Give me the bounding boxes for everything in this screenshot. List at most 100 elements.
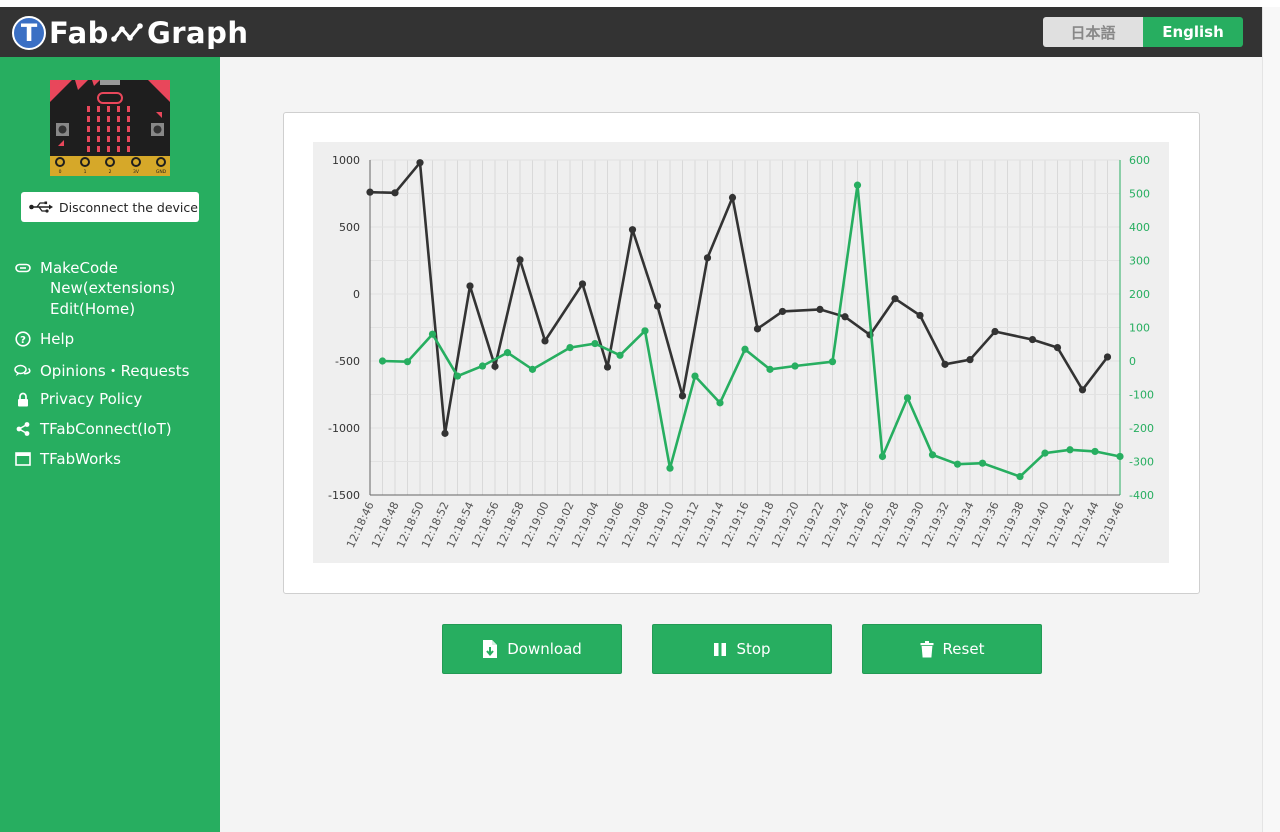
language-japanese-button[interactable]: 日本語 (1043, 17, 1143, 47)
y-left-tick-label: 1000 (332, 154, 360, 167)
series-point-right (691, 372, 699, 380)
y-left-tick-label: -1000 (328, 422, 360, 435)
disconnect-device-button[interactable]: Disconnect the device (21, 192, 199, 222)
series-point-left (516, 256, 524, 264)
series-point-right (566, 344, 574, 352)
series-point-right (666, 464, 674, 472)
series-point-left (1053, 344, 1062, 352)
series-point-left (816, 305, 824, 314)
nav-privacy-policy[interactable]: Privacy Policy (14, 390, 142, 408)
series-point-left (391, 189, 399, 197)
series-point-right (928, 451, 937, 459)
series-point-left (703, 254, 712, 262)
logo-t-badge: T (12, 16, 46, 50)
series-point-right (828, 358, 837, 366)
language-english-button[interactable]: English (1143, 17, 1243, 47)
series-point-right (978, 459, 987, 467)
usb-icon (29, 201, 53, 213)
y-left-tick-label: 0 (353, 288, 360, 301)
nav-makecode-edit[interactable]: Edit(Home) (50, 300, 136, 318)
series-point-right (878, 452, 887, 461)
nav-help[interactable]: ? Help (14, 330, 74, 348)
y-right-tick-label: -400 (1129, 489, 1154, 502)
y-right-tick-label: -300 (1129, 456, 1154, 469)
series-point-left (1103, 353, 1112, 361)
series-point-left (991, 327, 999, 336)
nav-makecode[interactable]: MakeCode (14, 259, 118, 277)
y-left-tick-label: 500 (339, 221, 360, 234)
series-point-right (766, 365, 774, 373)
nav-tfabconnect[interactable]: TFabConnect(IoT) (14, 420, 172, 438)
microbit-pin-label: 2 (109, 169, 112, 175)
series-point-right (453, 372, 462, 380)
series-point-right (591, 339, 599, 348)
download-button[interactable]: Download (442, 624, 622, 674)
file-download-icon (482, 639, 498, 659)
series-point-left (916, 311, 924, 320)
series-point-right (616, 351, 624, 359)
series-point-right (528, 365, 537, 373)
series-point-left (441, 429, 449, 437)
series-point-left (778, 307, 787, 316)
nav-tfabworks[interactable]: TFabWorks (14, 450, 121, 468)
series-point-left (628, 226, 637, 234)
reset-button[interactable]: Reset (862, 624, 1042, 674)
svg-text:?: ? (20, 335, 26, 346)
link-icon (14, 260, 31, 277)
sensor-line-chart: 1000 500 0 -500 -1000 -1500 600 500 400 300 200 100… (313, 142, 1169, 563)
stop-button[interactable]: Stop (652, 624, 832, 674)
series-point-right (378, 357, 387, 365)
logo-text-fab: Fab (49, 16, 109, 50)
y-left-tick-label: -500 (335, 355, 360, 368)
chart-background (313, 142, 1169, 563)
y-right-tick-label: -100 (1129, 389, 1154, 402)
series-point-left (603, 363, 612, 371)
header-bar: T Fab Graph 日本語 English (0, 7, 1262, 57)
series-point-right (903, 394, 912, 402)
nav-makecode-new[interactable]: New(extensions) (50, 279, 176, 297)
chart-series (366, 159, 1124, 481)
series-point-left (841, 313, 849, 321)
series-point-right (478, 362, 487, 370)
app-logo[interactable]: T Fab Graph (12, 16, 249, 50)
nav-opinions[interactable]: Opinions・Requests (14, 360, 189, 381)
series-point-right (403, 358, 412, 366)
series-point-left (966, 356, 974, 364)
series-point-left (466, 282, 474, 290)
nav-tfabworks-label: TFabWorks (40, 450, 121, 468)
series-point-left (891, 295, 899, 303)
nav-help-label: Help (40, 330, 75, 348)
window-icon (14, 451, 31, 468)
vertical-scrollbar[interactable] (1262, 7, 1280, 832)
microbit-pin-label: 0 (59, 169, 62, 175)
y-right-tick-label: 300 (1129, 255, 1150, 268)
nav-makecode-label: MakeCode (40, 259, 118, 277)
window-top-strip (0, 0, 1280, 7)
series-point-left (941, 360, 949, 368)
share-icon (14, 421, 31, 438)
y-right-tick-label: -200 (1129, 422, 1154, 435)
y-left-tick-label: -1500 (328, 489, 360, 502)
y-right-tick-label: 600 (1129, 154, 1150, 167)
series-point-left (416, 159, 424, 167)
nav-opinions-label: Opinions・Requests (40, 362, 190, 380)
pause-icon (713, 642, 727, 657)
series-point-right (503, 349, 512, 357)
y-right-tick-label: 500 (1129, 188, 1150, 201)
microbit-pin-label: 1 (84, 169, 87, 175)
y-right-tick-label: 100 (1129, 322, 1150, 335)
series-point-right (641, 327, 649, 335)
series-point-left (491, 362, 499, 370)
sidebar: 0 1 2 3V GND Disconnect the device MakeC… (0, 57, 220, 832)
microbit-pin-label: GND (156, 169, 167, 175)
series-point-right (853, 181, 862, 189)
logo-graph-icon (111, 23, 143, 42)
y-right-tick-label: 200 (1129, 288, 1150, 301)
y-right-tick-label: 400 (1129, 221, 1150, 234)
series-point-left (753, 325, 762, 333)
series-point-right (1116, 452, 1124, 461)
series-point-left (1078, 386, 1087, 394)
series-point-right (1066, 446, 1074, 454)
series-point-left (1028, 335, 1037, 344)
series-point-left (541, 337, 549, 345)
